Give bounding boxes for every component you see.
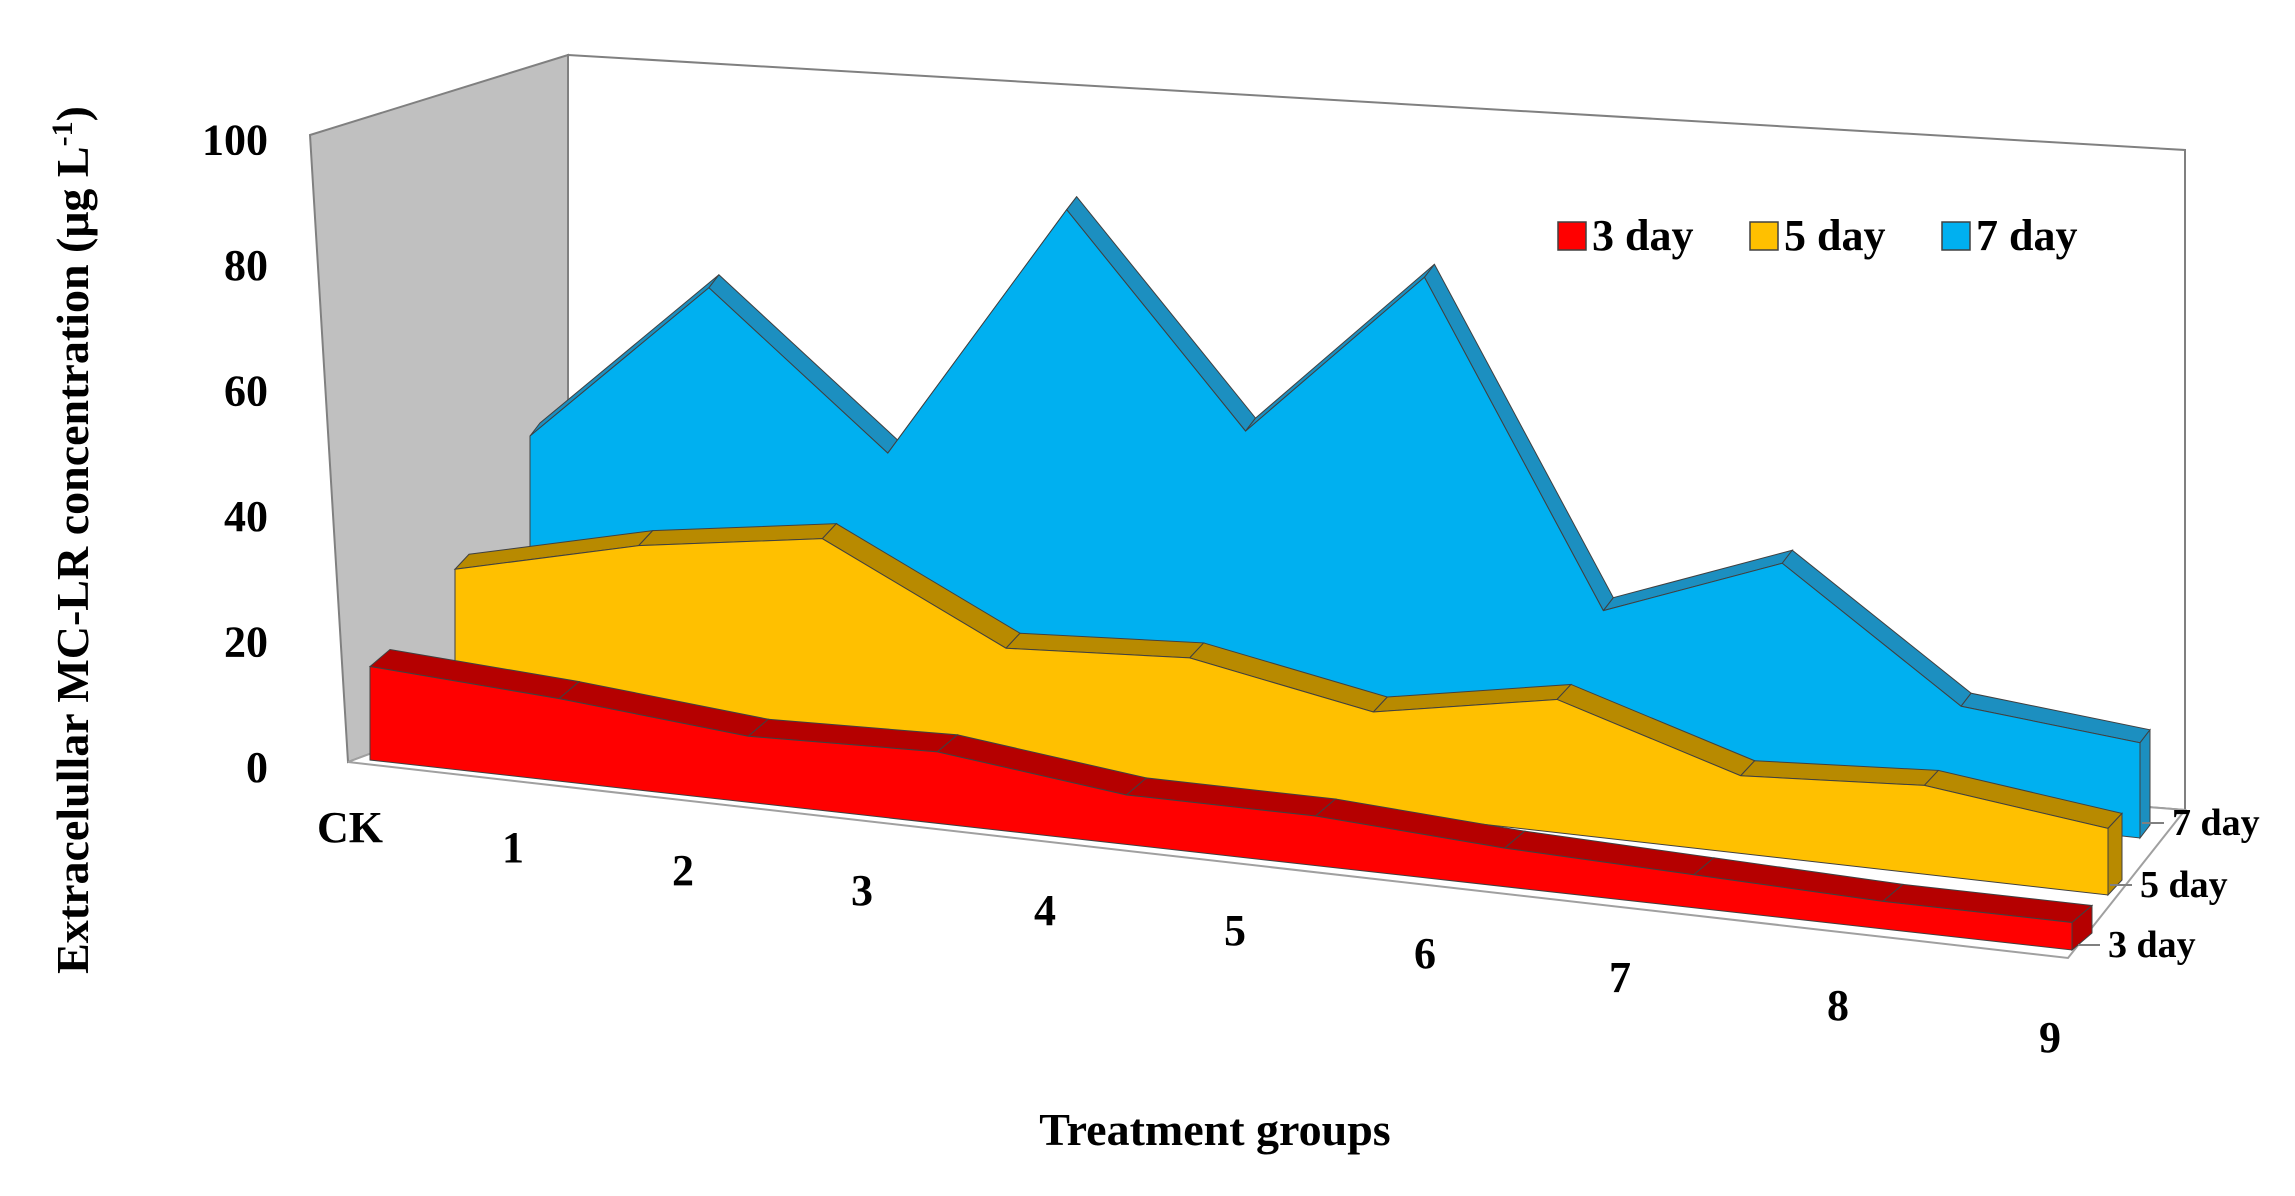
area-front-face bbox=[369, 665, 2073, 951]
legend: 3 day 5 day 7 day bbox=[1557, 211, 2077, 260]
x-tick-label: 3 bbox=[851, 866, 873, 915]
x-tick-label: 9 bbox=[2039, 1013, 2061, 1062]
series-layer bbox=[368, 195, 2151, 952]
y-axis-ticks: 0 20 40 60 80 100 bbox=[202, 116, 268, 793]
legend-swatch bbox=[1749, 221, 1779, 251]
area-end-cap bbox=[2139, 728, 2151, 840]
depth-axis-labels: 3 day 5 day 7 day bbox=[2078, 802, 2260, 966]
y-axis-title: Extracelullar MC-LR concentration (μg L-… bbox=[46, 106, 99, 974]
y-tick-label: 0 bbox=[246, 743, 268, 792]
series-3-day bbox=[368, 648, 2094, 952]
x-tick-label: 8 bbox=[1827, 981, 1849, 1030]
x-axis-title: Treatment groups bbox=[1039, 1104, 1390, 1155]
y-tick-label: 80 bbox=[224, 241, 268, 290]
x-tick-label: 6 bbox=[1414, 929, 1436, 978]
x-tick-label: 2 bbox=[672, 846, 694, 895]
legend-swatch bbox=[1941, 221, 1971, 251]
legend-swatch bbox=[1557, 221, 1587, 251]
y-axis-title-superscript: -1 bbox=[46, 121, 79, 146]
depth-label: 7 day bbox=[2172, 802, 2260, 844]
legend-label: 7 day bbox=[1976, 211, 2077, 260]
x-tick-label: CK bbox=[317, 803, 383, 852]
legend-label: 5 day bbox=[1784, 211, 1885, 260]
y-tick-label: 60 bbox=[224, 367, 268, 416]
x-tick-label: 5 bbox=[1224, 906, 1246, 955]
x-tick-label: 1 bbox=[502, 823, 524, 872]
x-tick-label: 4 bbox=[1034, 886, 1056, 935]
depth-label: 5 day bbox=[2140, 864, 2228, 906]
y-tick-label: 20 bbox=[224, 618, 268, 667]
series-5-day bbox=[453, 523, 2123, 897]
area-end-cap bbox=[2107, 812, 2123, 897]
y-tick-label: 100 bbox=[202, 116, 268, 165]
y-tick-label: 40 bbox=[224, 492, 268, 541]
x-tick-label: 7 bbox=[1609, 953, 1631, 1002]
legend-label: 3 day bbox=[1592, 211, 1693, 260]
x-axis-ticks: CK 1 2 3 4 5 6 7 8 9 bbox=[317, 803, 2061, 1062]
depth-label: 3 day bbox=[2108, 924, 2196, 966]
area-front-face bbox=[454, 538, 2109, 896]
